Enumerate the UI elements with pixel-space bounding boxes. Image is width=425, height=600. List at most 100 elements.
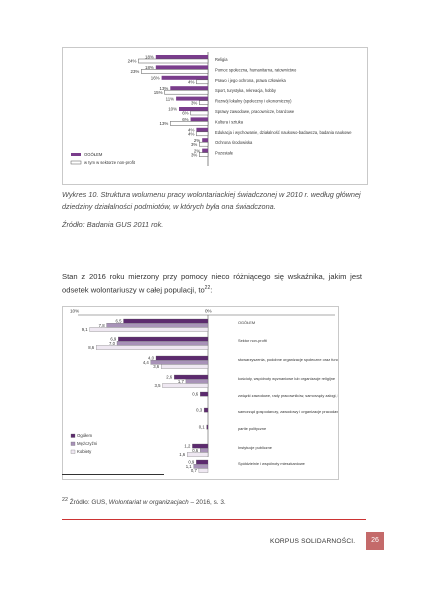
chart1-label-ogolem: 10%	[168, 107, 177, 112]
chart1-bar-ogolem	[190, 117, 208, 122]
chart1-bar-ogolem	[196, 127, 208, 132]
chart1-label-nonprofit: 23%	[131, 69, 140, 74]
chart1-bar-nonprofit	[138, 58, 209, 64]
chart1-bar-nonprofit	[199, 141, 209, 147]
chart2-bar-mezczyzni	[150, 360, 209, 365]
figure-caption: Wykres 10. Struktura wolumenu pracy wolo…	[62, 190, 361, 211]
chart1-label-nonprofit: 3%	[191, 152, 197, 157]
chart2-label-mezczyzni: 4,4	[143, 360, 150, 365]
chart1-bar-ogolem	[170, 86, 208, 91]
footer-rule	[62, 519, 366, 520]
chart2-bar-mezczyzni	[116, 341, 209, 346]
page-number: 26	[366, 532, 384, 550]
chart1-bar-nonprofit	[199, 100, 209, 105]
chart1-bar-nonprofit	[196, 79, 209, 85]
chart2-bar-ogolem	[206, 424, 209, 430]
chart2-category: OGÓŁEM	[238, 320, 255, 325]
chart1-label-nonprofit: 24%	[128, 59, 137, 64]
chart2-bar-ogolem	[196, 459, 209, 465]
chart2-axis-label-10: 10%	[70, 309, 79, 314]
chart2-label-mezczyzni: 1,1	[186, 464, 193, 469]
chart2-category: stowarzyszenia, podobne organizacje społ…	[238, 357, 338, 362]
chart2-bar-kobiety	[162, 383, 209, 388]
chart2-category: Instytucje publiczne	[238, 445, 272, 450]
chart1-bar-ogolem	[202, 148, 208, 153]
chart2-legend-swatch	[70, 441, 76, 446]
chart1-category: Ochrona środowiska	[215, 140, 253, 145]
chart1-category: Prawo i jego ochrona, prawa człowieka	[215, 78, 286, 83]
chart1-bar-ogolem	[155, 65, 208, 70]
chart-volunteer-share: 10% 0% 6,5 7,8 9,1 OGÓŁEM 6,9 7,0 8,6 Sektor non-…	[62, 306, 392, 480]
chart1-bar-nonprofit	[196, 131, 209, 137]
chart1-legend-ogolem: OGÓŁEM	[84, 152, 103, 157]
chart1-label-ogolem: 13%	[160, 86, 169, 91]
chart1-category: Pozostałe	[215, 151, 234, 156]
chart2-bar-mezczyzni	[185, 379, 209, 384]
chart1-label-nonprofit: 13%	[160, 121, 169, 126]
paragraph-text: Stan z 2016 roku mierzony przy pomocy ni…	[62, 272, 362, 295]
chart2-label-ogolem: 1,2	[184, 444, 191, 449]
chart1-label-nonprofit: 15%	[154, 90, 163, 95]
chart2-bar-ogolem	[123, 318, 209, 324]
chart1-bar-ogolem	[202, 138, 208, 143]
chart2-label-ogolem: 0,6	[192, 392, 199, 397]
chart2-category: związki zawodowe, rady pracowników, samo…	[238, 393, 338, 398]
chart1-category: Rozwój lokalny (społeczny i ekonomiczny)	[215, 99, 292, 104]
chart2-bar-kobiety	[89, 327, 209, 332]
chart1-bar-nonprofit	[141, 69, 209, 74]
chart2-bar-mezczyzni	[200, 448, 209, 453]
chart1-label-nonprofit: 3%	[191, 100, 197, 105]
chart2-label-kobiety: 8,6	[88, 345, 95, 350]
chart2-legend-label: Ogółem	[77, 433, 92, 438]
footnote: 22 Źródło: GUS, Wolontariat w organizacj…	[62, 497, 226, 506]
footnote-title: Wolontariat w organizacjach	[108, 499, 189, 507]
chart2-bar-kobiety	[187, 452, 209, 457]
chart1-label-ogolem: 2%	[194, 138, 200, 143]
chart1-category: Sprawy zawodowe, pracownicze, branżowe	[215, 109, 295, 114]
chart2-label-ogolem: 6,5	[116, 319, 123, 324]
chart1-label-nonprofit: 6%	[182, 111, 188, 116]
chart1-label-nonprofit: 3%	[191, 142, 197, 147]
chart2-label-mezczyzni: 0,6	[192, 448, 199, 453]
chart2-label-kobiety: 9,1	[82, 327, 89, 332]
chart2-bar-mezczyzni	[106, 323, 209, 328]
chart2-legend-label: Mężczyźni	[77, 441, 97, 446]
chart2-label-mezczyzni: 7,8	[99, 323, 106, 328]
chart1-label-ogolem: 18%	[145, 65, 154, 70]
chart2-category: partie polityczne	[238, 426, 266, 431]
chart2-svg: 10% 0% 6,5 7,8 9,1 OGÓŁEM 6,97,0 8,6 Sektor non-…	[70, 309, 392, 474]
chart2-label-kobiety: 3,6	[153, 364, 160, 369]
chart1-bar-nonprofit	[190, 110, 209, 116]
chart-volunteer-work-structure: 18% 24% Religia 18% 23% Pomoc społeczna, huma…	[62, 47, 368, 185]
chart2-category: kościoły, wspólnoty wyznaniowe lub organ…	[238, 376, 335, 381]
figure-source: Źródło: Badania GUS 2011 rok.	[62, 220, 164, 229]
chart1-legend-swatch-nonprofit	[70, 160, 82, 165]
chart1-label-ogolem: 16%	[151, 76, 160, 81]
chart1-label-ogolem: 11%	[166, 96, 175, 101]
chart2-legend-swatch	[70, 433, 76, 438]
chart2-label-ogolem: 4,0	[148, 356, 155, 361]
chart1-label-ogolem: 2%	[194, 148, 200, 153]
chart2-label-mezczyzni: 7,0	[109, 341, 116, 346]
footnote-number: 22	[62, 497, 68, 503]
chart1-category: Sport, turystyka, rekreacja, hobby	[215, 88, 277, 93]
chart1-label-nonprofit: 4%	[188, 80, 194, 85]
footnote-ref[interactable]: 22	[204, 284, 211, 291]
chart2-label-ogolem: 6,9	[110, 337, 117, 342]
footnote-separator	[62, 474, 164, 475]
chart2-label-kobiety: 3,5	[155, 383, 162, 388]
chart2-bar-ogolem	[155, 355, 209, 361]
chart1-svg: 18% 24% Religia 18% 23% Pomoc społeczna, huma…	[70, 52, 352, 166]
chart1-legend-nonprofit: w tym w sektorze non-profit	[84, 160, 136, 165]
chart2-category: Spółdzielnie i wspólnoty mieszkaniowe	[238, 461, 305, 466]
chart2-label-kobiety: 0,7	[191, 468, 198, 473]
chart1-category: Kultura i sztuka	[215, 119, 244, 124]
chart2-bar-ogolem	[200, 391, 209, 397]
chart2-label-kobiety: 1,6	[179, 452, 186, 457]
chart1-bar-ogolem	[161, 75, 208, 80]
chart1-category: Pomoc społeczna, humanitarna, ratownictw…	[215, 67, 297, 72]
chart2-bar-ogolem	[118, 336, 209, 342]
chart1-bar-ogolem	[179, 107, 208, 111]
chart1-label-ogolem: 18%	[145, 55, 154, 60]
chart2-category: Sektor non-profit	[238, 338, 268, 343]
